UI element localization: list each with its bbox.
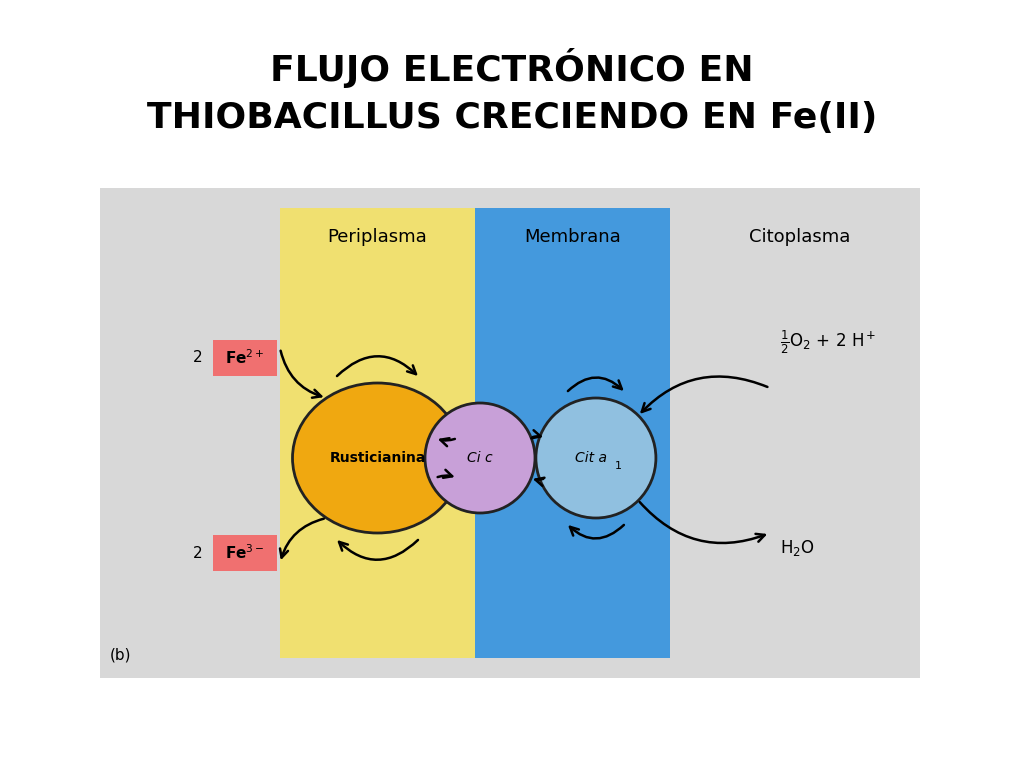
Bar [280,208,475,658]
Ellipse shape [293,383,463,533]
Bar [475,208,670,658]
Text: Membrana: Membrana [524,228,621,246]
Text: 2: 2 [194,350,203,366]
Text: Cit a: Cit a [574,451,607,465]
FancyBboxPatch shape [213,535,278,571]
FancyBboxPatch shape [213,340,278,376]
Text: $\mathregular{\frac{1}{2}}$O$_2$ + 2 H$^+$: $\mathregular{\frac{1}{2}}$O$_2$ + 2 H$^… [780,329,877,356]
Text: Periplasma: Periplasma [328,228,427,246]
Text: Fe$^{3-}$: Fe$^{3-}$ [225,544,265,562]
Bar [100,188,920,678]
Text: Citoplasma: Citoplasma [750,228,851,246]
Text: Rusticianina: Rusticianina [330,451,426,465]
Text: H$_2$O: H$_2$O [780,538,815,558]
Circle shape [536,398,656,518]
Text: THIOBACILLUS CRECIENDO EN Fe(II): THIOBACILLUS CRECIENDO EN Fe(II) [146,101,878,135]
Text: FLUJO ELECTRÓNICO EN: FLUJO ELECTRÓNICO EN [270,48,754,88]
Text: 1: 1 [614,461,622,471]
Text: Fe$^{2+}$: Fe$^{2+}$ [225,349,265,367]
Text: (b): (b) [110,648,131,663]
Circle shape [425,403,535,513]
Text: 2: 2 [194,545,203,561]
Text: Ci c: Ci c [467,451,493,465]
